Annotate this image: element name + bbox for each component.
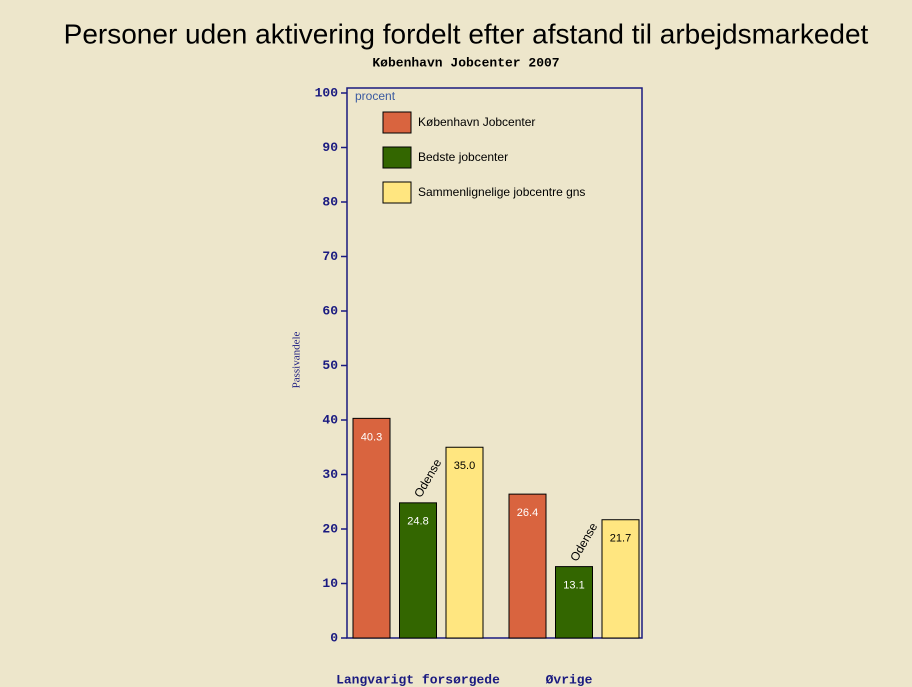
bar — [399, 502, 437, 639]
y-tick-label: 90 — [322, 140, 338, 155]
bar — [601, 519, 640, 639]
y-tick-label: 80 — [322, 194, 338, 209]
chart-title: Personer uden aktivering fordelt efter a… — [64, 18, 869, 49]
value-label: 26.4 — [517, 507, 538, 519]
annotation: Odense — [411, 456, 444, 500]
y-tick-label: 30 — [322, 467, 338, 482]
y-tick-label: 0 — [330, 630, 338, 645]
y-tick-label: 10 — [322, 576, 338, 591]
bar — [445, 446, 484, 639]
legend-label: Sammenlignelige jobcentre gns — [418, 185, 585, 199]
value-label: 35.0 — [454, 460, 475, 472]
value-label: 13.1 — [563, 580, 584, 592]
y-tick-label: 100 — [315, 85, 339, 100]
legend-label: Bedste jobcenter — [418, 150, 508, 164]
legend-swatch — [382, 146, 412, 169]
legend-swatch — [382, 181, 412, 204]
annotation: Odense — [567, 520, 600, 564]
x-tick-label: Langvarigt forsørgede — [336, 672, 500, 687]
bar — [508, 493, 547, 639]
plot-frame — [346, 87, 643, 639]
y-tick-label: 40 — [322, 412, 338, 427]
bar — [555, 566, 593, 639]
value-label: 40.3 — [361, 431, 382, 443]
y-tick-label: 50 — [322, 358, 338, 373]
y-tick-label: 60 — [322, 303, 338, 318]
y-tick-label: 20 — [322, 521, 338, 536]
chart-subtitle: København Jobcenter 2007 — [372, 55, 559, 70]
legend-swatch — [382, 111, 412, 134]
bar — [352, 417, 391, 639]
legend-label: København Jobcenter — [418, 115, 535, 129]
value-label: 21.7 — [610, 533, 631, 545]
x-tick-label: Øvrige — [546, 672, 593, 687]
value-label: 24.8 — [407, 516, 428, 528]
y-axis-label: Passivandele — [291, 331, 303, 388]
unit-label: procent — [355, 89, 396, 103]
y-tick-label: 70 — [322, 249, 338, 264]
